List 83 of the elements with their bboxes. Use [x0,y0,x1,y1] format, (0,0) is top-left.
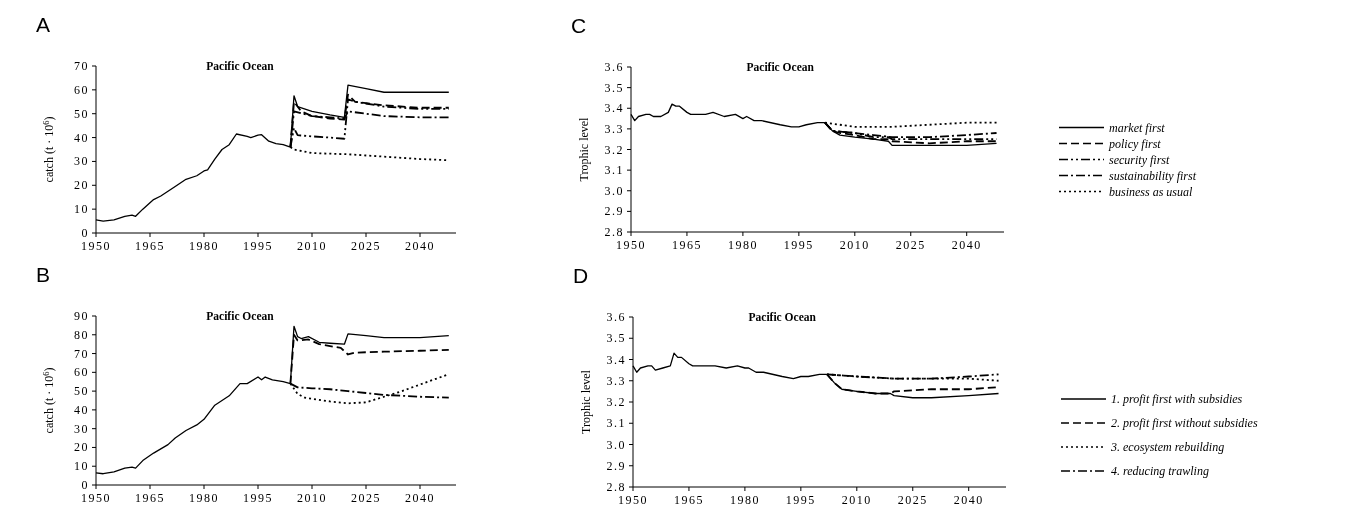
y-tick-label: 70 [74,346,89,361]
y-tick-label: 90 [74,309,89,323]
x-tick-label: 1980 [189,239,219,253]
y-tick-label: 3.6 [604,60,624,74]
y-tick-label: 0 [81,478,89,492]
legend-label: 2. profit first without subsidies [1111,416,1258,430]
y-tick-label: 0 [81,226,89,240]
x-tick-label: 1965 [673,493,704,507]
text: D [573,264,589,287]
y-tick-label: 3.2 [606,395,626,409]
legend-label: business as usual [1109,184,1194,199]
y-tick-label: 3.4 [604,101,624,116]
legend-label: 1. profit first with subsidies [1111,392,1243,406]
x-tick-label: 1965 [671,238,702,252]
y-tick-label: 3.0 [606,437,626,452]
y-tick-label: 30 [74,154,89,169]
x-tick-label: 1980 [729,493,760,507]
y-tick-label: 2.8 [604,225,624,239]
x-tick-label: 1980 [727,238,758,252]
y-tick-label: 50 [74,384,89,399]
y-tick-label: 30 [74,421,89,436]
text: B [36,263,51,286]
x-tick-label: 2025 [351,239,381,253]
y-tick-label: 3.1 [606,416,626,431]
x-tick-label: 1950 [81,239,111,253]
y-tick-label: 2.9 [606,458,626,473]
y-tick-label: 3.5 [606,331,626,346]
y-tick-label: 3.3 [604,121,624,136]
y-tick-label: 70 [74,59,89,73]
y-tick-label: 40 [74,402,89,417]
y-tick-label: 10 [74,459,89,474]
legend-label: 4. reducing trawling [1111,464,1209,478]
x-tick-label: 2040 [405,239,435,253]
y-tick-label: 3.2 [604,142,624,157]
legend-label: security first [1109,152,1170,167]
x-tick-label: 2010 [297,491,327,505]
text: C [571,14,587,37]
y-axis-title: Trophic level [579,369,593,434]
legend-label: sustainability first [1109,168,1197,183]
y-tick-label: 80 [74,327,89,342]
x-tick-label: 1995 [783,238,814,252]
x-tick-label: 2025 [895,238,926,252]
y-tick-label: 3.0 [604,183,624,198]
x-tick-label: 1950 [618,493,648,507]
y-tick-label: 40 [74,130,89,145]
x-tick-label: 2010 [841,493,872,507]
y-tick-label: 3.3 [606,373,626,388]
x-tick-label: 1950 [616,238,646,252]
y-tick-label: 3.6 [606,310,626,324]
y-tick-label: 3.5 [604,80,624,95]
x-tick-label: 2040 [953,493,984,507]
chart-title: Pacific Ocean [206,60,275,72]
x-tick-label: 1995 [785,493,816,507]
y-tick-label: 60 [74,365,89,380]
y-tick-label: 2.8 [606,480,626,494]
chart-title: Pacific Ocean [206,310,275,322]
x-tick-label: 2025 [351,491,381,505]
y-tick-label: 2.9 [604,204,624,219]
x-tick-label: 1980 [189,491,219,505]
text: A [36,13,51,36]
y-axis-title: Trophic level [577,116,591,182]
chart-title: Pacific Ocean [748,311,817,323]
x-tick-label: 2010 [839,238,870,252]
x-tick-label: 2025 [897,493,928,507]
x-tick-label: 1995 [243,239,273,253]
x-tick-label: 1965 [135,491,165,505]
legend-label: 3. ecosystem rebuilding [1110,440,1225,454]
x-tick-label: 1950 [81,491,111,505]
legend-label: market first [1109,120,1166,135]
x-tick-label: 2010 [297,239,327,253]
x-tick-label: 2040 [405,491,435,505]
y-tick-label: 20 [74,178,89,193]
y-tick-label: 50 [74,106,89,121]
y-tick-label: 60 [74,82,89,97]
y-tick-label: 20 [74,440,89,455]
y-tick-label: 3.1 [604,163,624,178]
chart-title: Pacific Ocean [746,61,815,73]
y-tick-label: 3.4 [606,352,626,367]
legend-label: policy first [1108,136,1162,151]
x-tick-label: 1965 [135,239,165,253]
y-tick-label: 10 [74,202,89,217]
x-tick-label: 2040 [951,238,982,252]
x-tick-label: 1995 [243,491,273,505]
